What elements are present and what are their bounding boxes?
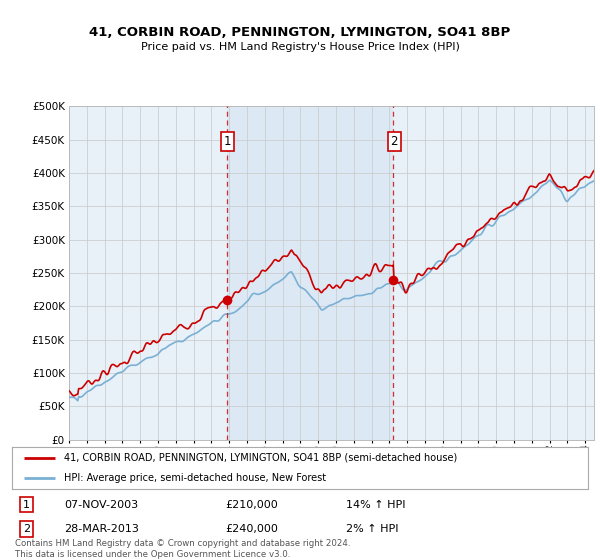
Text: Contains HM Land Registry data © Crown copyright and database right 2024.
This d: Contains HM Land Registry data © Crown c… <box>15 539 350 559</box>
Text: 2: 2 <box>391 135 398 148</box>
Text: 14% ↑ HPI: 14% ↑ HPI <box>346 500 406 510</box>
Text: HPI: Average price, semi-detached house, New Forest: HPI: Average price, semi-detached house,… <box>64 473 326 483</box>
Text: £210,000: £210,000 <box>225 500 278 510</box>
Text: 1: 1 <box>224 135 231 148</box>
Text: 07-NOV-2003: 07-NOV-2003 <box>64 500 138 510</box>
Text: 1: 1 <box>23 500 30 510</box>
Bar <box>227 106 394 440</box>
Text: £240,000: £240,000 <box>225 524 278 534</box>
Text: 2% ↑ HPI: 2% ↑ HPI <box>346 524 398 534</box>
Text: 28-MAR-2013: 28-MAR-2013 <box>64 524 139 534</box>
Text: 41, CORBIN ROAD, PENNINGTON, LYMINGTON, SO41 8BP (semi-detached house): 41, CORBIN ROAD, PENNINGTON, LYMINGTON, … <box>64 453 457 463</box>
Text: 2: 2 <box>23 524 30 534</box>
Text: Price paid vs. HM Land Registry's House Price Index (HPI): Price paid vs. HM Land Registry's House … <box>140 42 460 52</box>
Text: 41, CORBIN ROAD, PENNINGTON, LYMINGTON, SO41 8BP: 41, CORBIN ROAD, PENNINGTON, LYMINGTON, … <box>89 26 511 39</box>
